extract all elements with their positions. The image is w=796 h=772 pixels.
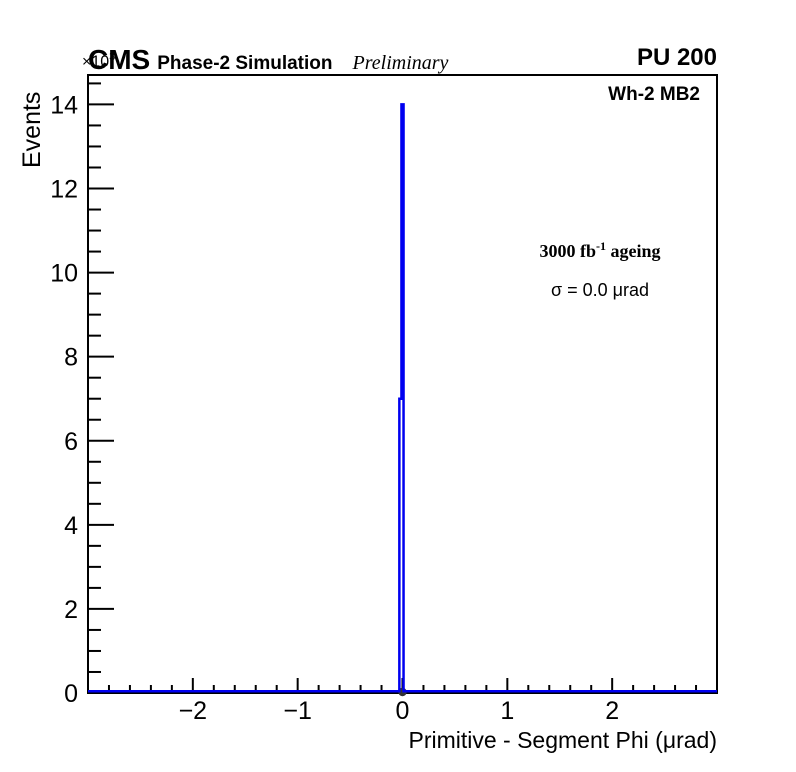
sigma-annotation: σ = 0.0 μrad bbox=[550, 280, 650, 300]
ageing-annotation-exponent: -1 bbox=[596, 239, 606, 253]
ageing-annotation-prefix: 3000 fb bbox=[539, 241, 596, 261]
y-tick-label: 8 bbox=[64, 344, 78, 372]
cms-logo: CMS bbox=[88, 44, 151, 75]
y-tick-label: 10 bbox=[50, 260, 78, 288]
plot-header: CMS Phase-2 Simulation Preliminary bbox=[88, 44, 448, 76]
y-tick-label: 14 bbox=[50, 91, 78, 119]
y-axis-multiplier: ×103 bbox=[82, 51, 115, 71]
y-axis-title: Events bbox=[18, 91, 46, 168]
x-tick-label: −1 bbox=[283, 697, 312, 725]
y-axis-multiplier-base: ×10 bbox=[82, 53, 110, 71]
simulation-subtitle: Phase-2 Simulation bbox=[157, 53, 333, 74]
y-tick-label: 2 bbox=[64, 596, 78, 624]
y-tick-label: 6 bbox=[64, 428, 78, 456]
x-axis-title: Primitive - Segment Phi (μrad) bbox=[408, 727, 717, 753]
y-tick-label: 0 bbox=[64, 680, 78, 708]
y-tick-label: 4 bbox=[64, 512, 78, 540]
x-tick-label: 0 bbox=[396, 697, 410, 725]
x-tick-label: −2 bbox=[179, 697, 208, 725]
x-tick-label: 1 bbox=[500, 697, 514, 725]
histogram-line bbox=[88, 103, 717, 693]
ageing-annotation-suffix: ageing bbox=[606, 241, 661, 261]
y-axis-multiplier-exponent: 3 bbox=[109, 51, 116, 63]
ageing-annotation: 3000 fb-1 ageing bbox=[495, 239, 705, 262]
x-tick-label: 2 bbox=[605, 697, 619, 725]
chamber-label: Wh-2 MB2 bbox=[608, 84, 700, 105]
y-tick-label: 12 bbox=[50, 176, 78, 204]
pileup-label: PU 200 bbox=[636, 44, 717, 71]
preliminary-label: Preliminary bbox=[352, 52, 449, 74]
